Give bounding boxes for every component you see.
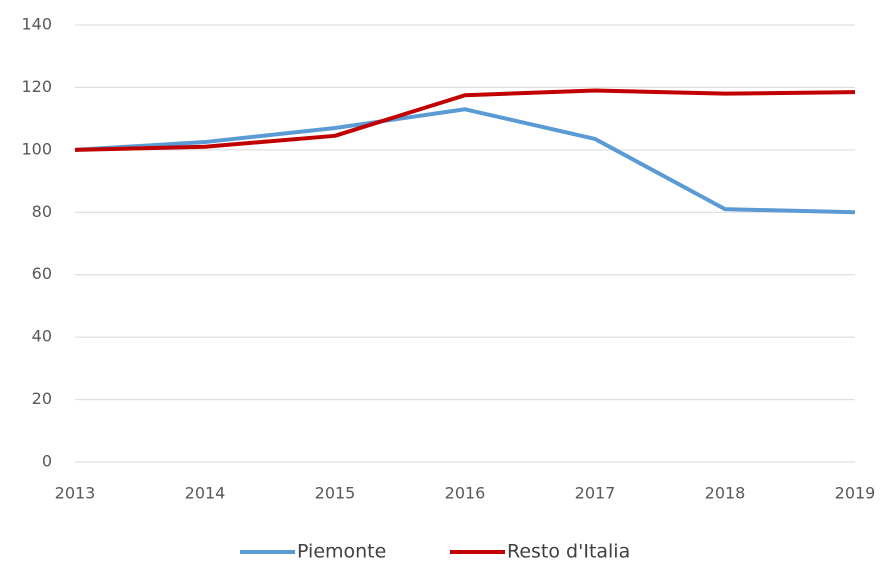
- y-tick-label: 140: [21, 15, 52, 34]
- x-tick-label: 2019: [835, 484, 876, 503]
- y-tick-label: 80: [32, 202, 52, 221]
- x-tick-label: 2018: [705, 484, 746, 503]
- y-tick-label: 120: [21, 77, 52, 96]
- x-tick-label: 2014: [185, 484, 226, 503]
- series-line: [74, 88, 856, 152]
- x-tick-label: 2017: [575, 484, 616, 503]
- x-tick-label: 2015: [315, 484, 356, 503]
- legend-label: Piemonte: [297, 541, 386, 563]
- x-tick-label: 2013: [55, 484, 96, 503]
- y-tick-label: 0: [42, 452, 52, 471]
- y-tick-label: 40: [32, 327, 52, 346]
- series-line: [74, 107, 856, 215]
- x-tick-label: 2016: [445, 484, 486, 503]
- y-tick-label: 20: [32, 389, 52, 408]
- y-tick-label: 60: [32, 264, 52, 283]
- y-tick-label: 100: [21, 139, 52, 158]
- legend-label: Resto d'Italia: [507, 541, 630, 563]
